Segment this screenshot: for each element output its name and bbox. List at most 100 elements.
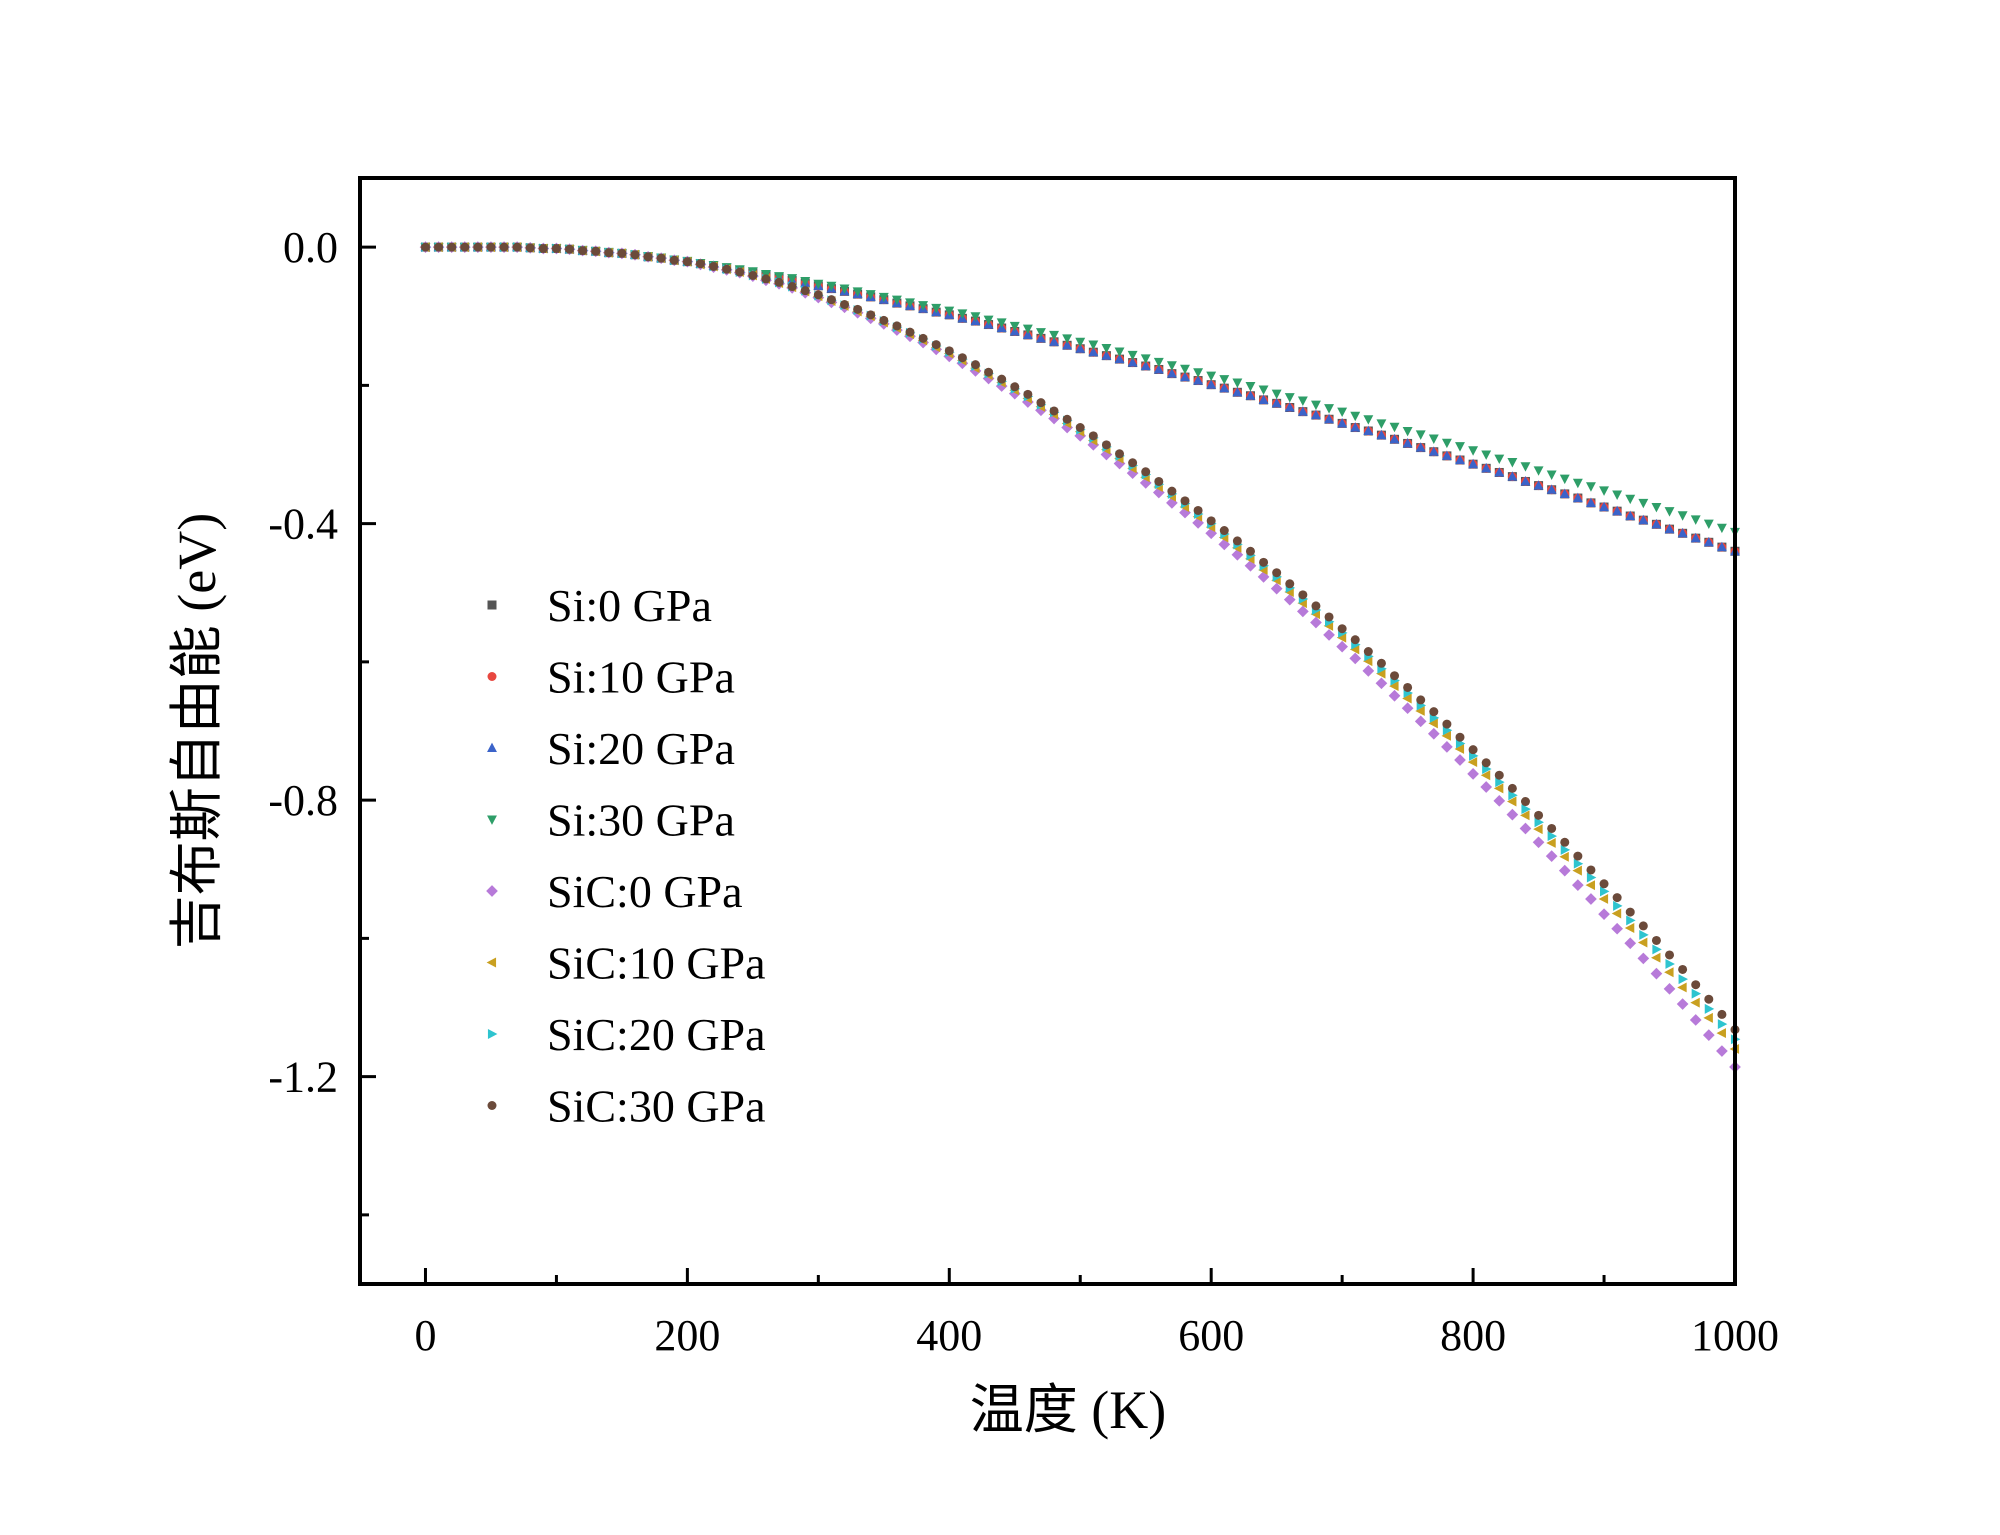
data-point xyxy=(1415,706,1425,716)
data-point xyxy=(1480,781,1493,793)
data-point xyxy=(1376,419,1387,429)
data-point xyxy=(1612,490,1623,500)
data-point xyxy=(1468,745,1478,755)
data-point xyxy=(1428,434,1439,445)
x-axis-ticks: 0 200 400 600 800 1000 xyxy=(414,1268,1779,1360)
data-point xyxy=(1376,668,1386,679)
data-point xyxy=(1599,886,1610,897)
data-point xyxy=(1363,647,1373,657)
data-point xyxy=(1690,515,1701,525)
data-point xyxy=(1599,879,1609,889)
data-point xyxy=(1716,1045,1728,1057)
data-point xyxy=(1507,471,1518,481)
data-point xyxy=(1141,467,1151,477)
data-point xyxy=(1362,656,1373,667)
data-point xyxy=(1062,334,1073,344)
data-point xyxy=(1533,480,1544,490)
data-point xyxy=(1283,593,1296,606)
data-point xyxy=(1545,850,1558,862)
data-point xyxy=(1652,944,1662,955)
data-point xyxy=(1323,629,1335,641)
data-point xyxy=(879,315,889,325)
data-point xyxy=(1533,824,1543,835)
x-tick-label: 400 xyxy=(916,1311,982,1360)
data-point xyxy=(1690,532,1701,543)
data-point xyxy=(1704,994,1714,1004)
data-point xyxy=(787,274,798,284)
data-point xyxy=(944,346,954,356)
data-point xyxy=(1441,438,1452,449)
data-point xyxy=(1258,394,1269,404)
legend-marker xyxy=(487,1029,498,1039)
legend-label: SiC:30 GPa xyxy=(547,1081,766,1132)
data-point xyxy=(983,315,994,326)
data-point xyxy=(1506,796,1517,807)
data-point xyxy=(878,292,889,303)
data-point xyxy=(1206,516,1216,526)
legend-item-si-30-gpa: Si:30 GPa xyxy=(487,795,735,846)
data-point xyxy=(1676,998,1689,1010)
data-point xyxy=(1166,368,1177,378)
data-point xyxy=(1624,923,1635,933)
data-point xyxy=(1179,506,1191,519)
data-point xyxy=(1520,462,1531,472)
data-point xyxy=(525,243,535,253)
data-point xyxy=(1284,402,1295,412)
data-point xyxy=(918,333,928,343)
data-point xyxy=(1336,640,1348,653)
data-point xyxy=(1402,693,1412,704)
data-point xyxy=(1493,783,1504,794)
data-point xyxy=(1416,695,1426,705)
data-point xyxy=(1612,893,1622,903)
data-point xyxy=(1598,908,1610,921)
data-point xyxy=(1337,407,1348,418)
data-point xyxy=(1703,536,1714,547)
data-point xyxy=(1298,590,1308,600)
data-point xyxy=(970,312,981,322)
data-point xyxy=(1349,644,1360,655)
data-point xyxy=(709,261,719,271)
y-axis-ticks: 0.0 -0.4 -0.8 -1.2 xyxy=(268,223,376,1217)
data-point xyxy=(1363,415,1374,425)
data-point xyxy=(617,248,627,258)
data-point xyxy=(931,303,942,314)
data-point xyxy=(1350,411,1361,422)
data-point xyxy=(1638,921,1648,931)
data-point xyxy=(1061,421,1073,434)
data-point xyxy=(512,242,522,252)
data-point xyxy=(787,282,797,292)
legend-label: Si:0 GPa xyxy=(547,580,712,631)
data-point xyxy=(1481,462,1492,473)
data-point xyxy=(1114,347,1125,357)
data-point xyxy=(1625,510,1636,521)
data-point xyxy=(1689,1014,1702,1026)
data-point xyxy=(1427,727,1440,740)
data-point xyxy=(420,242,430,252)
data-point xyxy=(982,372,995,385)
data-points-layer xyxy=(419,241,1741,1073)
data-point xyxy=(1612,505,1623,516)
data-point xyxy=(1558,864,1571,877)
data-point xyxy=(1586,865,1596,875)
data-point xyxy=(1626,915,1636,926)
x-tick-label: 1000 xyxy=(1691,1311,1779,1360)
data-point xyxy=(1324,404,1334,414)
data-point xyxy=(800,286,810,296)
data-point xyxy=(1494,467,1505,477)
data-point xyxy=(604,248,614,258)
legend-marker xyxy=(487,672,497,681)
data-point xyxy=(1467,768,1479,780)
data-point xyxy=(460,242,470,252)
data-point xyxy=(1245,546,1255,556)
data-point xyxy=(1311,409,1321,420)
data-point xyxy=(1520,810,1530,821)
data-point xyxy=(1534,817,1544,828)
data-point xyxy=(1206,379,1217,389)
data-point xyxy=(1637,952,1650,965)
data-point xyxy=(1467,757,1478,768)
data-point xyxy=(1101,343,1112,354)
data-point xyxy=(970,360,980,370)
legend-marker xyxy=(487,815,497,825)
y-tick-label: 0.0 xyxy=(283,223,338,272)
data-point xyxy=(1704,1003,1715,1014)
